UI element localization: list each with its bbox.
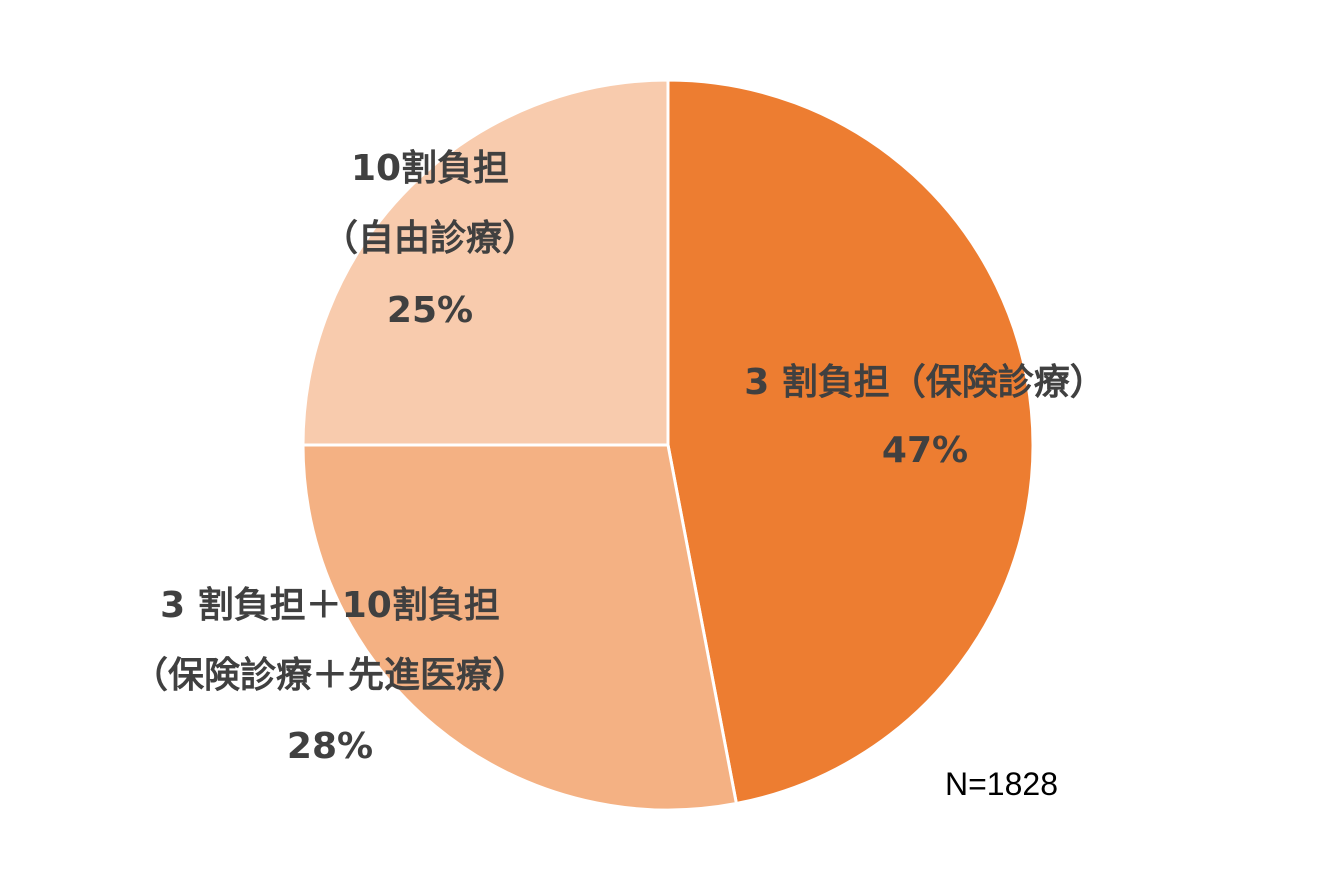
labels-layer: 3 割負担（保険診療） 47% 3 割負担＋10割負担 （保険診療＋先進医療） 28% 1…	[132, 148, 1106, 767]
slice-1-label-line-1: 3 割負担（保険診療）	[744, 362, 1106, 403]
slice-3-percent-label: 25%	[387, 290, 473, 331]
pie-slice-2	[301, 443, 738, 812]
pie-slice-3	[301, 78, 670, 447]
slice-3-label-line-1: 10割負担	[351, 148, 509, 189]
sample-size-annotation: N=1828	[945, 766, 1058, 802]
slice-3-label-line-2: （自由診療）	[322, 218, 538, 259]
slice-2-label-line-1: 3 割負担＋10割負担	[160, 585, 500, 626]
slice-2-label-line-2: （保険診療＋先進医療）	[132, 655, 528, 696]
slice-2-percent-label: 28%	[287, 726, 373, 767]
pie-slice-1	[666, 78, 1035, 806]
slices-layer	[301, 78, 1035, 812]
slice-1-percent-label: 47%	[882, 430, 968, 471]
